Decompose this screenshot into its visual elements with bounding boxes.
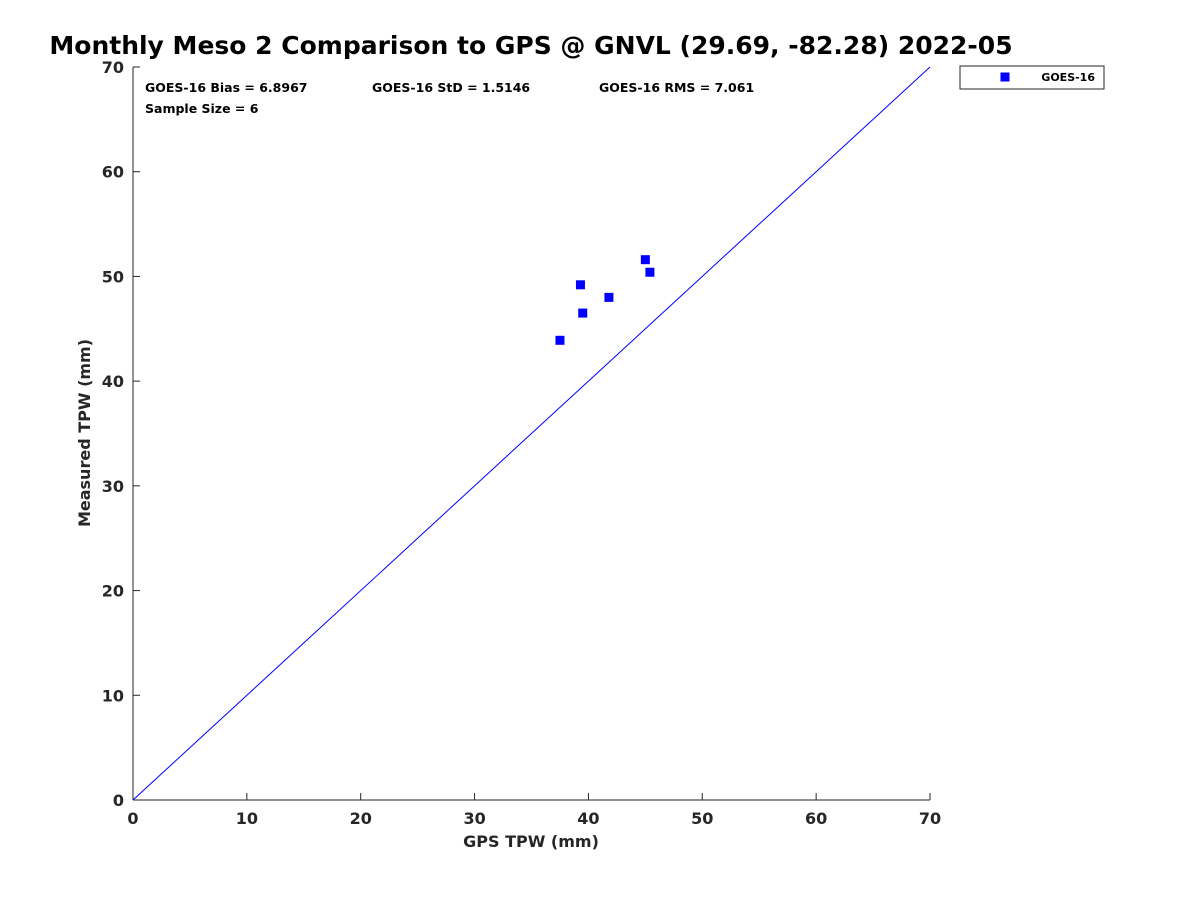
y-tick-label: 60 xyxy=(102,163,124,182)
plot-area xyxy=(132,67,930,801)
legend: GOES-16 xyxy=(959,65,1105,90)
y-tick-label: 20 xyxy=(102,582,124,601)
y-axis-label: Measured TPW (mm) xyxy=(75,339,94,527)
y-tick-label: 30 xyxy=(102,477,124,496)
x-tick-label: 60 xyxy=(805,809,827,828)
data-point xyxy=(604,292,614,302)
one-to-one-reference-line xyxy=(132,66,931,801)
x-tick-label: 0 xyxy=(127,809,138,828)
axis-ticks: 0 10 20 30 40 50 60 70 0 10 20 30 40 50 60 70 xyxy=(102,58,941,828)
rms-annotation: GOES-16 RMS = 7.061 xyxy=(599,80,754,95)
y-tick-label: 50 xyxy=(102,267,124,286)
data-point xyxy=(578,308,588,318)
x-axis-label: GPS TPW (mm) xyxy=(463,832,599,851)
y-tick-label: 0 xyxy=(113,791,124,810)
data-point xyxy=(575,280,585,290)
x-tick-label: 70 xyxy=(919,809,941,828)
std-annotation: GOES-16 StD = 1.5146 xyxy=(372,80,530,95)
y-tick-label: 70 xyxy=(102,58,124,77)
legend-marker-goes16 xyxy=(1000,72,1010,82)
sample-size-annotation: Sample Size = 6 xyxy=(145,101,259,116)
y-tick-label: 10 xyxy=(102,686,124,705)
x-tick-label: 10 xyxy=(236,809,258,828)
data-point xyxy=(645,267,655,277)
data-points xyxy=(555,255,655,345)
y-tick-label: 40 xyxy=(102,372,124,391)
data-point xyxy=(640,255,650,265)
x-tick-label: 40 xyxy=(577,809,599,828)
data-point xyxy=(555,335,565,345)
bias-annotation: GOES-16 Bias = 6.8967 xyxy=(145,80,307,95)
reference-line-layer xyxy=(132,66,931,801)
x-tick-label: 20 xyxy=(350,809,372,828)
legend-label-goes16: GOES-16 xyxy=(1041,71,1095,84)
chart-title: Monthly Meso 2 Comparison to GPS @ GNVL … xyxy=(49,31,1012,60)
x-tick-label: 50 xyxy=(691,809,713,828)
legend-box xyxy=(959,65,1105,90)
x-tick-label: 30 xyxy=(463,809,485,828)
